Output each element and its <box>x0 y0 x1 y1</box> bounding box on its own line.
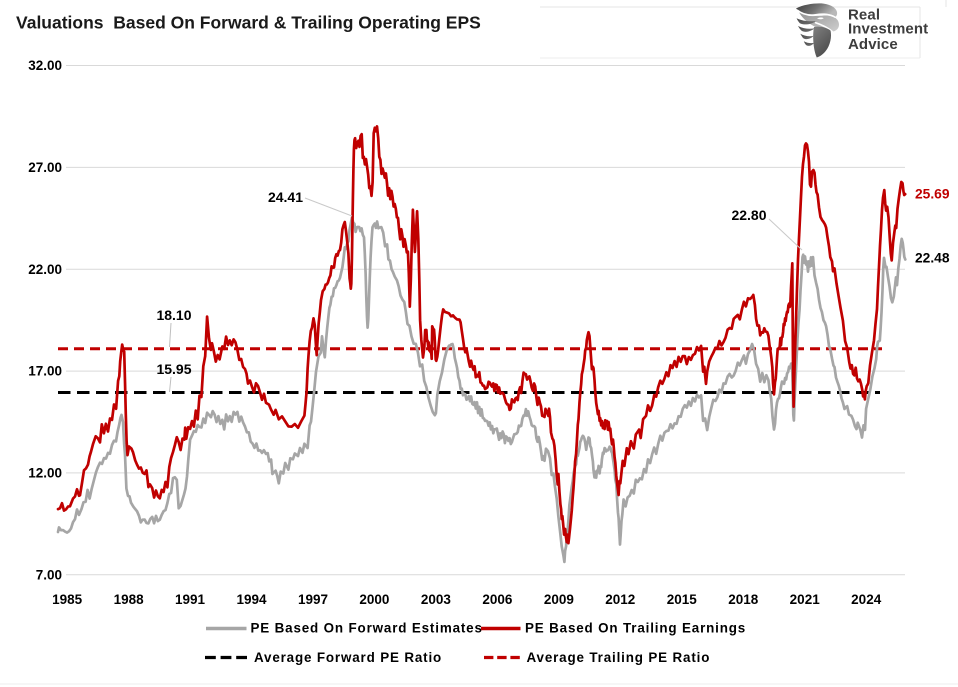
svg-text:17.00: 17.00 <box>28 364 62 379</box>
svg-text:Real: Real <box>848 7 880 24</box>
svg-text:22.80: 22.80 <box>731 207 766 223</box>
svg-text:18.10: 18.10 <box>156 307 191 323</box>
svg-text:Investment: Investment <box>848 21 928 38</box>
svg-text:2024: 2024 <box>851 592 882 607</box>
svg-text:PE Based On Trailing Earnings: PE Based On Trailing Earnings <box>525 621 746 636</box>
svg-text:1988: 1988 <box>114 592 145 607</box>
svg-text:2021: 2021 <box>790 592 821 607</box>
svg-text:2018: 2018 <box>728 592 759 607</box>
svg-text:Average Trailing PE Ratio: Average Trailing PE Ratio <box>527 650 711 665</box>
svg-text:Advice: Advice <box>848 36 898 53</box>
svg-text:2000: 2000 <box>359 592 389 607</box>
svg-text:Valuations Based On Forward &: Valuations Based On Forward & Trailing O… <box>16 13 481 33</box>
svg-text:2012: 2012 <box>605 592 635 607</box>
svg-text:2006: 2006 <box>482 592 513 607</box>
svg-text:2003: 2003 <box>421 592 452 607</box>
svg-text:PE Based On Forward Estimates: PE Based On Forward Estimates <box>251 621 483 636</box>
svg-text:24.41: 24.41 <box>268 189 303 205</box>
svg-text:22.00: 22.00 <box>28 262 62 277</box>
svg-text:7.00: 7.00 <box>36 567 62 582</box>
svg-text:2009: 2009 <box>544 592 574 607</box>
svg-text:1985: 1985 <box>52 592 83 607</box>
svg-text:15.95: 15.95 <box>156 361 191 377</box>
svg-text:1994: 1994 <box>236 592 267 607</box>
svg-text:Average Forward PE Ratio: Average Forward PE Ratio <box>254 650 442 665</box>
svg-text:32.00: 32.00 <box>28 58 62 73</box>
svg-text:2015: 2015 <box>667 592 698 607</box>
svg-text:1991: 1991 <box>175 592 206 607</box>
svg-text:27.00: 27.00 <box>28 160 62 175</box>
svg-text:22.48: 22.48 <box>915 251 950 266</box>
svg-text:12.00: 12.00 <box>28 466 62 481</box>
svg-text:1997: 1997 <box>298 592 328 607</box>
svg-text:25.69: 25.69 <box>915 187 950 202</box>
